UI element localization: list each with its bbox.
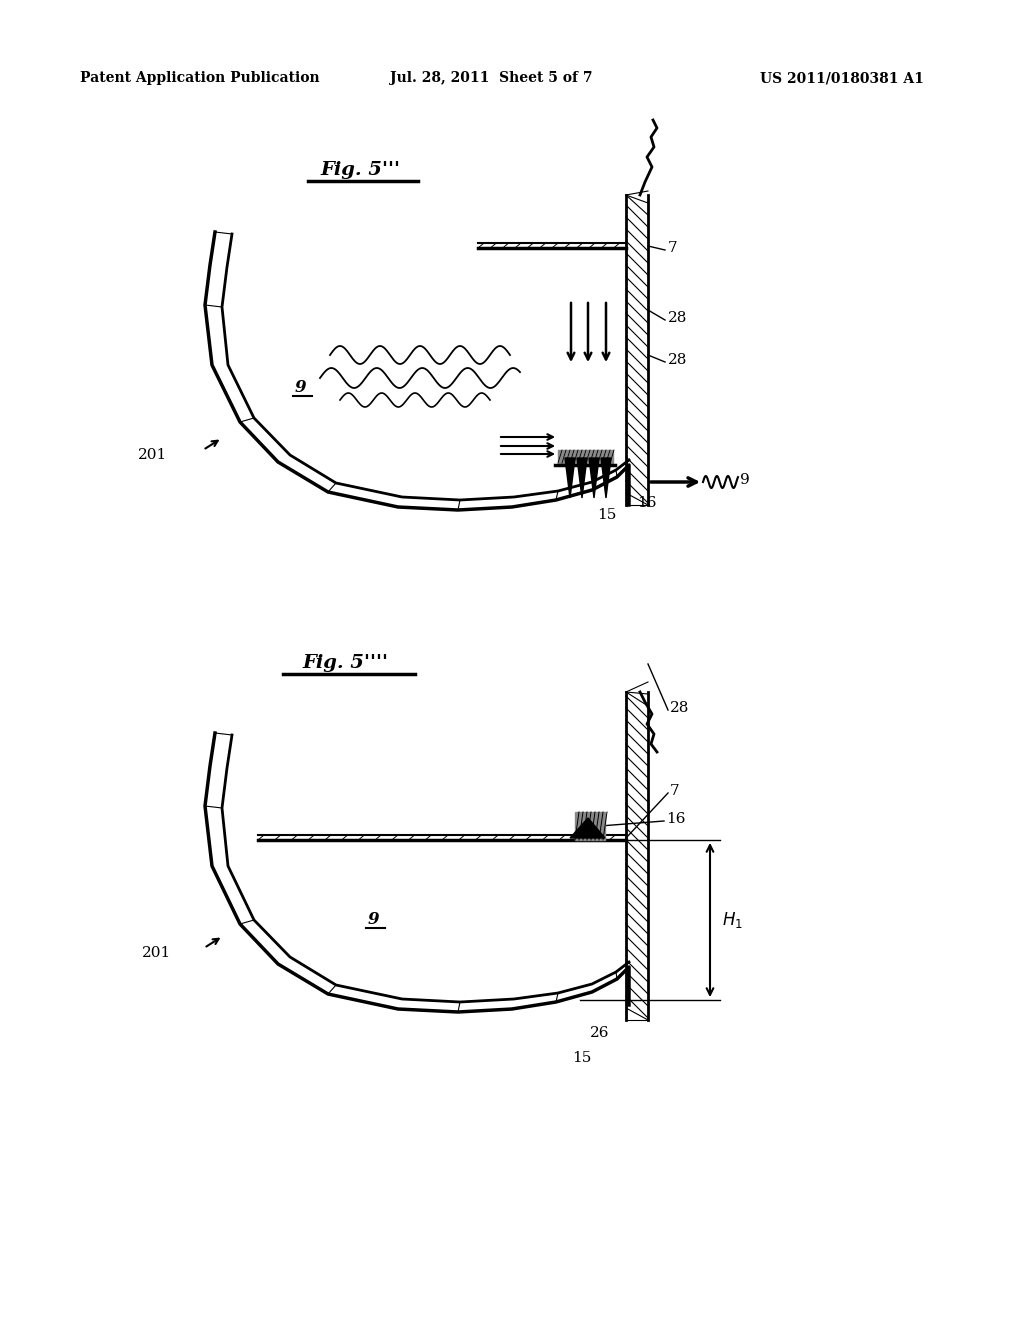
Text: Jul. 28, 2011  Sheet 5 of 7: Jul. 28, 2011 Sheet 5 of 7	[390, 71, 593, 84]
Text: 28: 28	[670, 701, 689, 715]
Text: $H_1$: $H_1$	[722, 909, 742, 931]
Text: 201: 201	[142, 946, 171, 960]
Text: US 2011/0180381 A1: US 2011/0180381 A1	[760, 71, 924, 84]
Polygon shape	[577, 458, 587, 498]
Text: 16: 16	[637, 496, 656, 510]
Text: Patent Application Publication: Patent Application Publication	[80, 71, 319, 84]
Text: 26: 26	[590, 1026, 609, 1040]
Text: 9: 9	[740, 473, 750, 487]
Text: 15: 15	[572, 1051, 592, 1065]
Polygon shape	[570, 818, 605, 838]
Polygon shape	[575, 812, 605, 840]
Text: Fig. 5'''': Fig. 5''''	[302, 653, 388, 672]
Text: 15: 15	[597, 508, 616, 521]
Polygon shape	[565, 458, 575, 498]
Text: 28: 28	[668, 312, 687, 325]
Text: 16: 16	[666, 812, 685, 826]
Polygon shape	[601, 458, 611, 498]
Text: Fig. 5''': Fig. 5'''	[319, 161, 400, 180]
Polygon shape	[558, 450, 613, 463]
Text: 7: 7	[670, 784, 680, 799]
Text: 201: 201	[138, 447, 167, 462]
Text: 9: 9	[295, 380, 306, 396]
Polygon shape	[589, 458, 599, 498]
Text: 28: 28	[668, 352, 687, 367]
Text: 7: 7	[668, 242, 678, 255]
Text: 9: 9	[368, 912, 380, 928]
